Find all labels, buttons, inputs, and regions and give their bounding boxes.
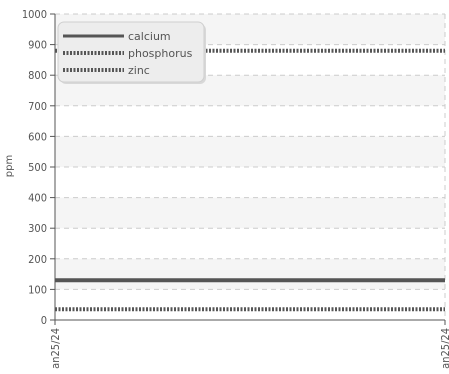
- y-tick-label: 500: [28, 161, 47, 174]
- legend-label-calcium: calcium: [128, 30, 171, 43]
- y-tick-label: 800: [28, 69, 47, 82]
- x-tick-label: an25/24: [439, 328, 449, 369]
- y-tick-label: 400: [28, 192, 47, 205]
- legend-label-zinc: zinc: [128, 64, 150, 77]
- grid-band: [55, 197, 445, 229]
- y-tick-label: 900: [28, 39, 47, 52]
- x-axis-ticks: an25/24 an25/24: [49, 320, 449, 369]
- grid-band: [55, 136, 445, 167]
- y-tick-label: 700: [28, 100, 47, 113]
- y-tick-label: 0: [41, 314, 47, 327]
- legend-label-phosphorus: phosphorus: [128, 47, 193, 60]
- grid-band: [55, 258, 445, 290]
- y-tick-label: 600: [28, 130, 47, 143]
- y-tick-label: 1000: [22, 8, 47, 21]
- y-tick-label: 100: [28, 283, 47, 296]
- y-axis-ticks: 0 100 200 300 400 500 600 700 800 900 1000: [22, 8, 55, 327]
- x-tick-label: an25/24: [49, 328, 62, 369]
- y-tick-label: 200: [28, 253, 47, 266]
- y-tick-label: 300: [28, 222, 47, 235]
- y-axis-title: ppm: [4, 155, 15, 177]
- legend[interactable]: calcium phosphorus zinc: [57, 21, 206, 84]
